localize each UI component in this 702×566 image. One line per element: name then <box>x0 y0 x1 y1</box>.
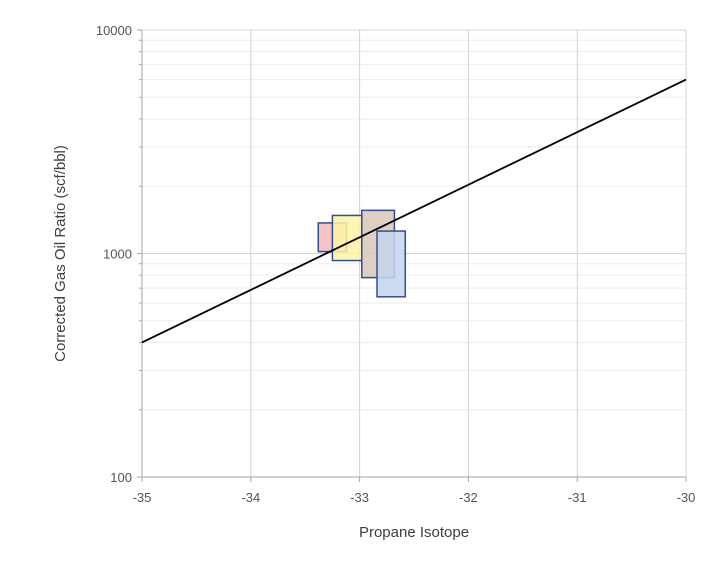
x-tick-label: -30 <box>677 490 696 505</box>
y-tick-label: 10000 <box>96 23 132 38</box>
x-tick-label: -32 <box>459 490 478 505</box>
x-tick-label: -31 <box>568 490 587 505</box>
trend-line <box>141 78 687 344</box>
y-tick-label: 1000 <box>103 247 132 262</box>
x-axis-title: Propane Isotope <box>359 524 469 541</box>
data-boxes <box>317 209 407 298</box>
tick-marks <box>137 29 687 482</box>
y-tick-label: 100 <box>110 470 132 485</box>
x-tick-labels: -35 -34 -33 -32 -31 -30 <box>133 490 696 505</box>
x-tick-label: -34 <box>241 490 260 505</box>
data-box <box>376 230 407 298</box>
y-axis-title: Corrected Gas Oil Ratio (scf/bbl) <box>52 145 69 362</box>
y-tick-labels: 100 1000 10000 <box>96 23 132 485</box>
x-tick-label: -35 <box>133 490 152 505</box>
grid <box>142 29 687 477</box>
x-tick-label: -33 <box>350 490 369 505</box>
